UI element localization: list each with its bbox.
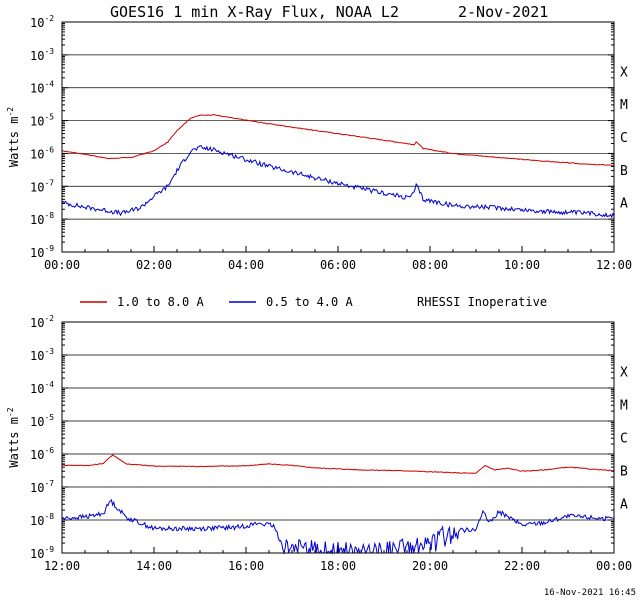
flare-class-label: A [620, 498, 628, 513]
x-tick-label: 00:00 [596, 559, 632, 573]
series-line-long [61, 113, 614, 166]
y-tick-label: 10-3 [30, 347, 54, 363]
flare-class-label: M [620, 399, 628, 414]
series-line-short [61, 499, 614, 555]
y-tick-label: 10-2 [30, 314, 54, 330]
x-tick-label: 16:00 [228, 559, 264, 573]
x-tick-label: 02:00 [136, 258, 172, 272]
flare-class-label: B [620, 465, 628, 480]
x-tick-label: 04:00 [228, 258, 264, 272]
plot-frame [61, 321, 615, 554]
lower-panel: 10-210-310-410-510-610-710-810-912:00 14:… [6, 314, 632, 573]
y-tick-label: 10-3 [30, 47, 54, 63]
flare-class-label: A [620, 197, 628, 212]
flare-class-label: M [620, 98, 628, 113]
flare-class-label: X [620, 366, 628, 381]
y-tick-label: 10-5 [30, 113, 54, 129]
x-tick-label: 14:00 [136, 559, 172, 573]
upper-panel: 10-210-310-410-510-610-710-810-900:00 02:… [6, 14, 632, 272]
y-tick-label: 10-5 [30, 413, 54, 429]
legend-label-long: 1.0 to 8.0 A [117, 295, 204, 309]
plot-frame [61, 21, 615, 253]
y-tick-label: 10-4 [30, 380, 54, 396]
y-tick-label: 10-4 [30, 80, 54, 96]
y-axis-label: Watts m-2 [6, 407, 21, 467]
y-tick-label: 10-8 [30, 211, 54, 227]
series-line-short [61, 145, 615, 219]
flare-class-label: X [620, 65, 628, 80]
legend-label-short: 0.5 to 4.0 A [266, 295, 353, 309]
x-tick-label: 06:00 [320, 258, 356, 272]
y-tick-label: 10-6 [30, 145, 54, 161]
flare-class-label: C [620, 432, 628, 447]
x-tick-label: 00:00 [44, 258, 80, 272]
x-tick-label: 22:00 [504, 559, 540, 573]
status-note: RHESSI Inoperative [417, 295, 547, 309]
chart-date: 2-Nov-2021 [458, 3, 548, 21]
flare-class-label: C [620, 131, 628, 146]
x-tick-label: 10:00 [504, 258, 540, 272]
x-tick-label: 18:00 [320, 559, 356, 573]
y-tick-label: 10-2 [30, 14, 54, 30]
y-tick-label: 10-8 [30, 512, 54, 528]
timestamp-footer: 16-Nov-2021 16:45 [544, 588, 636, 598]
x-tick-label: 12:00 [44, 559, 80, 573]
y-axis-label: Watts m-2 [6, 107, 21, 167]
y-tick-label: 10-7 [30, 178, 54, 194]
y-tick-label: 10-7 [30, 479, 54, 495]
series-line-long [61, 454, 615, 475]
x-tick-label: 08:00 [412, 258, 448, 272]
x-tick-label: 12:00 [596, 258, 632, 272]
chart-title: GOES16 1 min X-Ray Flux, NOAA L2 [110, 3, 399, 21]
legend: 1.0 to 8.0 A 0.5 to 4.0 A RHESSI Inopera… [80, 295, 547, 309]
x-tick-label: 20:00 [412, 559, 448, 573]
flare-class-label: B [620, 164, 628, 179]
y-tick-label: 10-6 [30, 446, 54, 462]
